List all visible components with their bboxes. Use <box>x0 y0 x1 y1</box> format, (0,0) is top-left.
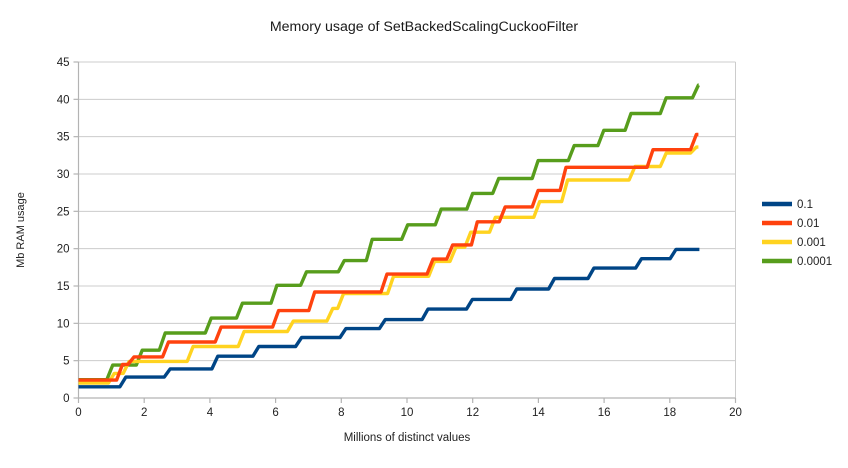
legend-label: 0.001 <box>797 237 826 249</box>
legend-item: 0.001 <box>762 237 826 249</box>
y-tick-label: 30 <box>57 169 70 181</box>
axes <box>73 61 737 403</box>
data-series <box>78 83 701 389</box>
legend-item: 0.0001 <box>762 256 832 268</box>
legend-item: 0.1 <box>762 199 813 211</box>
legend-label: 0.01 <box>797 218 819 230</box>
series-line-0.1 <box>78 247 700 389</box>
y-tick-label: 45 <box>57 57 70 69</box>
x-tick-label: 4 <box>207 407 214 419</box>
y-axis-title: Mb RAM usage <box>15 192 27 268</box>
y-tick-label: 20 <box>57 244 70 256</box>
x-tick-label: 12 <box>466 407 479 419</box>
gridlines <box>78 61 736 398</box>
y-tick-label: 5 <box>63 356 69 368</box>
legend-item: 0.01 <box>762 218 819 230</box>
tick-labels: 0 2 4 6 8 10 12 14 16 18 20 0 5 10 15 20 25 30 35 40 45 <box>57 57 742 419</box>
series-line-0.0001 <box>78 83 701 382</box>
legend-label: 0.0001 <box>797 256 832 268</box>
x-tick-label: 6 <box>272 407 278 419</box>
x-tick-label: 20 <box>729 407 742 419</box>
y-tick-label: 0 <box>63 393 69 405</box>
y-tick-label: 40 <box>57 94 70 106</box>
legend-label: 0.1 <box>797 199 813 211</box>
x-tick-label: 8 <box>338 407 344 419</box>
y-tick-label: 25 <box>57 206 70 218</box>
y-tick-label: 10 <box>57 318 70 330</box>
legend: 0.1 0.01 0.001 0.0001 <box>762 199 832 268</box>
x-tick-label: 0 <box>75 407 81 419</box>
y-tick-label: 15 <box>57 281 70 293</box>
series-line-0.01 <box>78 132 699 382</box>
series-line-0.001 <box>78 145 699 385</box>
x-tick-label: 10 <box>401 407 414 419</box>
x-tick-label: 14 <box>532 407 545 419</box>
x-tick-label: 2 <box>141 407 147 419</box>
x-axis-title: Millions of distinct values <box>344 432 471 444</box>
chart-title: Memory usage of SetBackedScalingCuckooFi… <box>270 19 579 35</box>
x-tick-label: 18 <box>663 407 676 419</box>
x-tick-label: 16 <box>598 407 611 419</box>
y-tick-label: 35 <box>57 132 70 144</box>
